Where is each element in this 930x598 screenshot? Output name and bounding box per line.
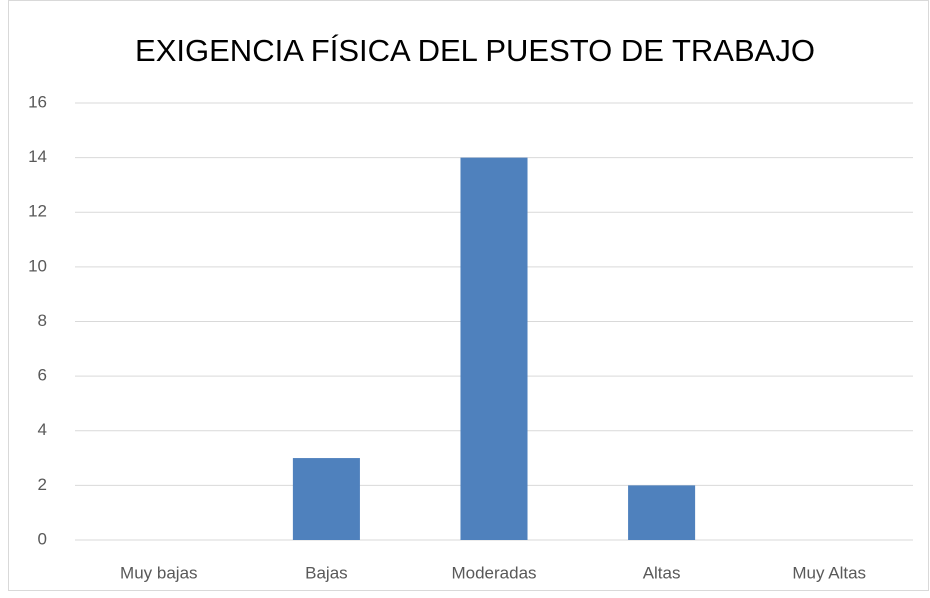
y-tick-label: 6 (38, 366, 47, 385)
y-tick-label: 2 (38, 475, 47, 494)
y-tick-label: 8 (38, 311, 47, 330)
x-tick-label: Muy bajas (120, 563, 197, 582)
bar (628, 485, 696, 540)
x-tick-label: Bajas (305, 563, 348, 582)
x-tick-label: Muy Altas (792, 563, 866, 582)
bar (460, 157, 528, 540)
y-tick-label: 16 (28, 92, 47, 111)
y-tick-label: 14 (28, 147, 47, 166)
bar (292, 458, 360, 540)
chart-title: EXIGENCIA FÍSICA DEL PUESTO DE TRABAJO (135, 33, 815, 68)
x-tick-label: Altas (643, 563, 681, 582)
x-tick-label: Moderadas (451, 563, 536, 582)
y-tick-label: 4 (38, 420, 47, 439)
y-tick-label: 12 (28, 202, 47, 221)
y-tick-label: 0 (38, 529, 47, 548)
y-tick-label: 10 (28, 256, 47, 275)
